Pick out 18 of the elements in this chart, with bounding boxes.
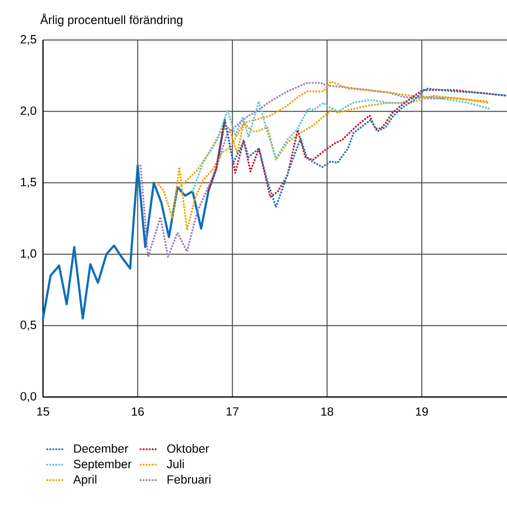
y-tick-label: 2,5 xyxy=(20,35,36,45)
y-tick-label: 2,0 xyxy=(20,106,36,116)
legend-label: April xyxy=(73,474,96,486)
legend-label: September xyxy=(74,459,132,471)
y-tick-label: 0,5 xyxy=(20,320,36,331)
y-tick-label: 1,5 xyxy=(20,178,36,188)
y-tick-label: 1,0 xyxy=(20,249,36,260)
legend-label: Juli xyxy=(166,459,184,468)
x-tick-label: 16 xyxy=(132,407,144,416)
x-tick-label: 17 xyxy=(226,407,238,416)
x-tick-label: 15 xyxy=(37,407,50,416)
x-tick-label: 19 xyxy=(416,407,428,416)
y-tick-label: 0,0 xyxy=(20,392,36,402)
legend-label: Oktober xyxy=(167,444,209,453)
legend-label: December xyxy=(74,444,128,453)
x-tick-label: 18 xyxy=(321,407,334,416)
legend-label: Februari xyxy=(168,474,210,484)
chart-subtitle: Årlig procentuell förändring xyxy=(40,14,182,26)
